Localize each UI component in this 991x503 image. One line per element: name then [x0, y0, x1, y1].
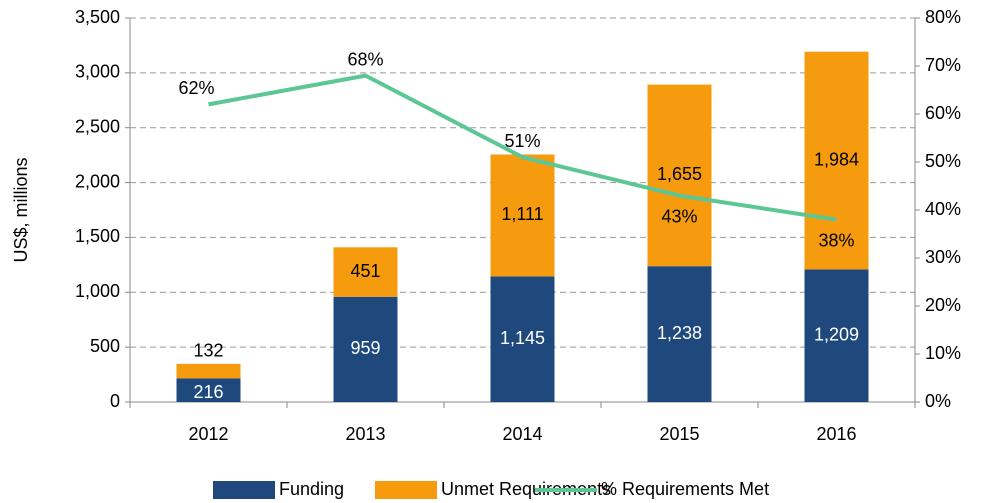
bar-segment	[490, 154, 555, 277]
line-label: 62%	[178, 78, 214, 98]
bar-segment	[176, 378, 241, 402]
bar-segment	[333, 247, 398, 297]
y2-tick-label: 60%	[925, 103, 961, 123]
y-tick-label: 0	[110, 391, 120, 411]
y2-tick-label: 0%	[925, 391, 951, 411]
bar-segment	[333, 296, 398, 402]
y2-tick-label: 40%	[925, 199, 961, 219]
bar-segment	[647, 84, 712, 267]
legend-label: % Requirements Met	[601, 479, 769, 499]
y-tick-label: 2,500	[75, 116, 120, 136]
bar-segment	[804, 269, 869, 402]
y2-tick-label: 30%	[925, 247, 961, 267]
data-label: 1,145	[500, 328, 545, 348]
data-label: 1,655	[657, 164, 702, 184]
legend-label: Funding	[279, 479, 344, 499]
legend-swatch	[213, 481, 275, 499]
data-label: 216	[193, 382, 223, 402]
data-label: 1,209	[814, 324, 859, 344]
bar-segment	[804, 51, 869, 270]
line-label: 38%	[818, 230, 854, 250]
y2-tick-label: 10%	[925, 343, 961, 363]
y-tick-label: 3,500	[75, 7, 120, 27]
x-tick-label: 2014	[502, 424, 542, 444]
data-label: 1,238	[657, 323, 702, 343]
data-label: 1,111	[501, 204, 543, 224]
line-label: 51%	[504, 131, 540, 151]
data-label: 132	[193, 341, 223, 361]
data-label: 451	[350, 261, 380, 281]
line-label: 43%	[661, 206, 697, 226]
bar-segment	[490, 276, 555, 402]
y-tick-label: 500	[90, 336, 120, 356]
y2-tick-label: 70%	[925, 55, 961, 75]
x-tick-label: 2012	[188, 424, 228, 444]
x-tick-label: 2015	[659, 424, 699, 444]
x-tick-label: 2016	[816, 424, 856, 444]
y2-tick-label: 80%	[925, 7, 961, 27]
y-tick-label: 3,000	[75, 62, 120, 82]
line	[208, 73, 837, 222]
line-label: 68%	[347, 49, 383, 69]
data-label: 959	[350, 338, 380, 358]
y-tick-label: 2,000	[75, 171, 120, 191]
bar-segment	[647, 266, 712, 402]
data-label: 1,984	[814, 149, 859, 169]
y-tick-label: 1,500	[75, 226, 120, 246]
x-tick-label: 2013	[345, 424, 385, 444]
y2-tick-label: 50%	[925, 151, 961, 171]
y2-tick-label: 20%	[925, 295, 961, 315]
bar-segment	[176, 363, 241, 379]
legend-swatch	[375, 481, 437, 499]
legend-label: Unmet Requirements	[441, 479, 611, 499]
y-axis-label: US$, millions	[11, 157, 31, 262]
y-tick-label: 1,000	[75, 281, 120, 301]
